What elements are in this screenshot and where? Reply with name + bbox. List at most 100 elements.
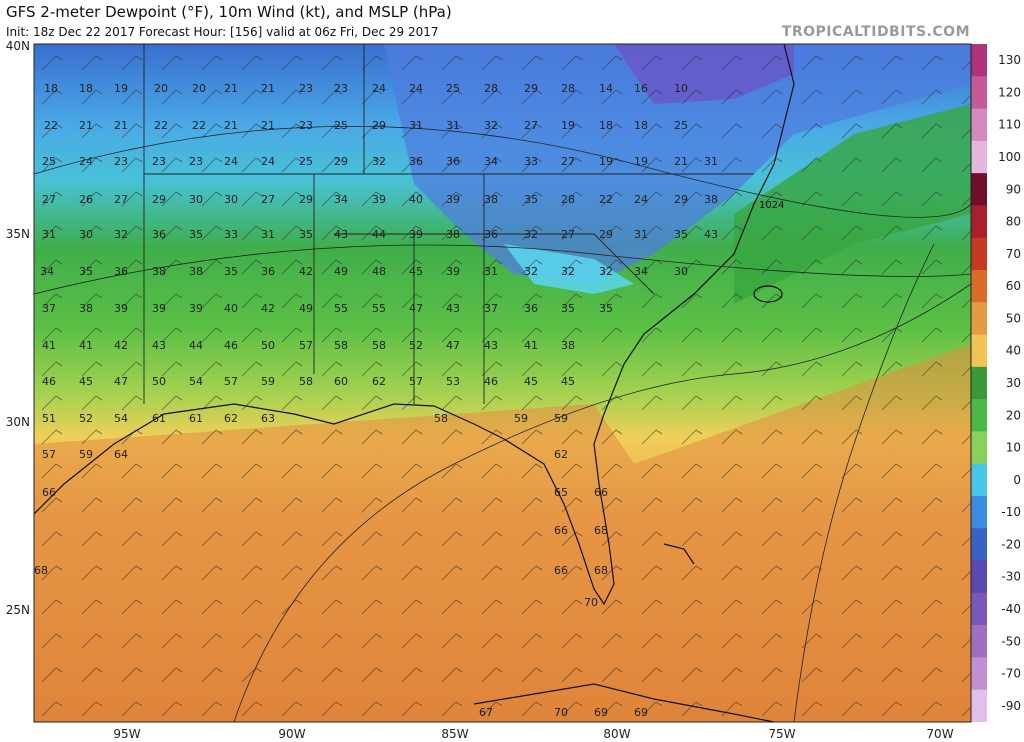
station-dewpoint-value: 44	[372, 228, 386, 241]
station-dewpoint-value: 22	[192, 119, 206, 132]
station-dewpoint-value: 40	[224, 302, 238, 315]
colorbar-swatch	[971, 657, 987, 691]
station-dewpoint-value: 35	[524, 193, 538, 206]
station-dewpoint-value: 41	[524, 339, 538, 352]
station-dewpoint-value: 25	[42, 155, 56, 168]
station-dewpoint-value: 24	[79, 155, 93, 168]
station-dewpoint-value: 60	[334, 375, 348, 388]
station-dewpoint-value: 45	[524, 375, 538, 388]
station-dewpoint-value: 36	[484, 228, 498, 241]
station-dewpoint-value: 34	[334, 193, 348, 206]
colorbar-tick-label: -90	[1001, 699, 1021, 713]
colorbar-swatch	[971, 76, 987, 110]
station-dewpoint-value: 39	[446, 265, 460, 278]
colorbar-swatch	[971, 689, 987, 722]
station-dewpoint-value: 46	[42, 375, 56, 388]
station-dewpoint-value: 52	[79, 412, 93, 425]
station-dewpoint-value: 39	[189, 302, 203, 315]
station-dewpoint-value: 38	[79, 302, 93, 315]
station-dewpoint-value: 29	[524, 82, 538, 95]
station-dewpoint-value: 45	[561, 375, 575, 388]
station-dewpoint-value: 59	[79, 448, 93, 461]
station-dewpoint-value: 37	[484, 302, 498, 315]
station-dewpoint-value: 66	[42, 486, 56, 499]
station-dewpoint-value: 39	[152, 302, 166, 315]
station-dewpoint-value: 35	[189, 228, 203, 241]
station-dewpoint-value: 25	[674, 119, 688, 132]
station-dewpoint-value: 29	[334, 155, 348, 168]
station-dewpoint-value: 35	[599, 302, 613, 315]
station-dewpoint-value: 67	[479, 706, 493, 719]
station-dewpoint-value: 30	[674, 265, 688, 278]
colorbar-tick-label: -20	[1001, 537, 1021, 551]
station-dewpoint-value: 69	[634, 706, 648, 719]
station-dewpoint-value: 57	[42, 448, 56, 461]
station-dewpoint-value: 21	[674, 155, 688, 168]
station-dewpoint-value: 39	[114, 302, 128, 315]
station-dewpoint-value: 70	[584, 596, 598, 609]
station-dewpoint-value: 26	[79, 193, 93, 206]
station-dewpoint-value: 43	[152, 339, 166, 352]
station-dewpoint-value: 22	[44, 119, 58, 132]
station-dewpoint-value: 54	[114, 412, 128, 425]
colorbar-tick-label: -40	[1001, 602, 1021, 616]
colorbar-tick-label: 120	[998, 85, 1021, 99]
station-dewpoint-value: 33	[224, 228, 238, 241]
station-dewpoint-value: 68	[34, 564, 48, 577]
station-dewpoint-value: 63	[261, 412, 275, 425]
colorbar-tick-label: -50	[1001, 634, 1021, 648]
station-dewpoint-value: 49	[334, 265, 348, 278]
station-dewpoint-value: 32	[372, 155, 386, 168]
station-dewpoint-value: 27	[261, 193, 275, 206]
map-title: GFS 2-meter Dewpoint (°F), 10m Wind (kt)…	[6, 3, 452, 21]
brand-watermark: TROPICALTIDBITS.COM	[781, 24, 970, 40]
colorbar-swatch	[971, 302, 987, 336]
latitude-label: 30N	[6, 415, 30, 429]
station-dewpoint-value: 16	[634, 82, 648, 95]
colorbar-tick-label: 90	[1006, 182, 1021, 196]
station-dewpoint-value: 24	[261, 155, 275, 168]
colorbar-swatch	[971, 205, 987, 239]
station-dewpoint-value: 24	[409, 82, 423, 95]
station-dewpoint-value: 46	[224, 339, 238, 352]
station-dewpoint-value: 21	[224, 119, 238, 132]
colorbar-tick-label: 60	[1006, 279, 1021, 293]
station-dewpoint-value: 29	[599, 228, 613, 241]
station-dewpoint-value: 29	[674, 193, 688, 206]
forecast-subtitle: Init: 18z Dec 22 2017 Forecast Hour: [15…	[6, 25, 439, 39]
station-dewpoint-value: 34	[40, 265, 54, 278]
station-dewpoint-value: 21	[224, 82, 238, 95]
station-dewpoint-value: 21	[79, 119, 93, 132]
colorbar-swatch	[971, 496, 987, 529]
station-dewpoint-value: 61	[189, 412, 203, 425]
station-dewpoint-value: 20	[154, 82, 168, 95]
station-dewpoint-value: 48	[372, 265, 386, 278]
station-dewpoint-value: 18	[79, 82, 93, 95]
colorbar-tick-label: 100	[998, 150, 1021, 164]
station-dewpoint-value: 44	[189, 339, 203, 352]
colorbar-tick-label: 110	[998, 118, 1021, 132]
station-dewpoint-value: 43	[334, 228, 348, 241]
station-dewpoint-value: 28	[561, 82, 575, 95]
station-dewpoint-value: 32	[524, 265, 538, 278]
station-dewpoint-value: 51	[42, 412, 56, 425]
station-dewpoint-value: 36	[409, 155, 423, 168]
station-dewpoint-value: 22	[154, 119, 168, 132]
station-dewpoint-value: 42	[261, 302, 275, 315]
colorbar-swatch	[971, 108, 987, 142]
colorbar-tick-label: -30	[1001, 570, 1021, 584]
colorbar-swatch	[971, 592, 987, 626]
station-dewpoint-value: 46	[484, 375, 498, 388]
longitude-label: 75W	[768, 727, 795, 741]
station-dewpoint-value: 62	[372, 375, 386, 388]
station-dewpoint-value: 49	[299, 302, 313, 315]
station-dewpoint-value: 29	[152, 193, 166, 206]
colorbar-tick-label: 40	[1006, 344, 1021, 358]
station-dewpoint-value: 20	[192, 82, 206, 95]
station-dewpoint-value: 43	[484, 339, 498, 352]
station-dewpoint-value: 28	[561, 193, 575, 206]
colorbar-swatch	[971, 334, 987, 368]
station-dewpoint-value: 31	[704, 155, 718, 168]
colorbar-tick-label: 10	[1006, 441, 1021, 455]
station-dewpoint-value: 38	[189, 265, 203, 278]
